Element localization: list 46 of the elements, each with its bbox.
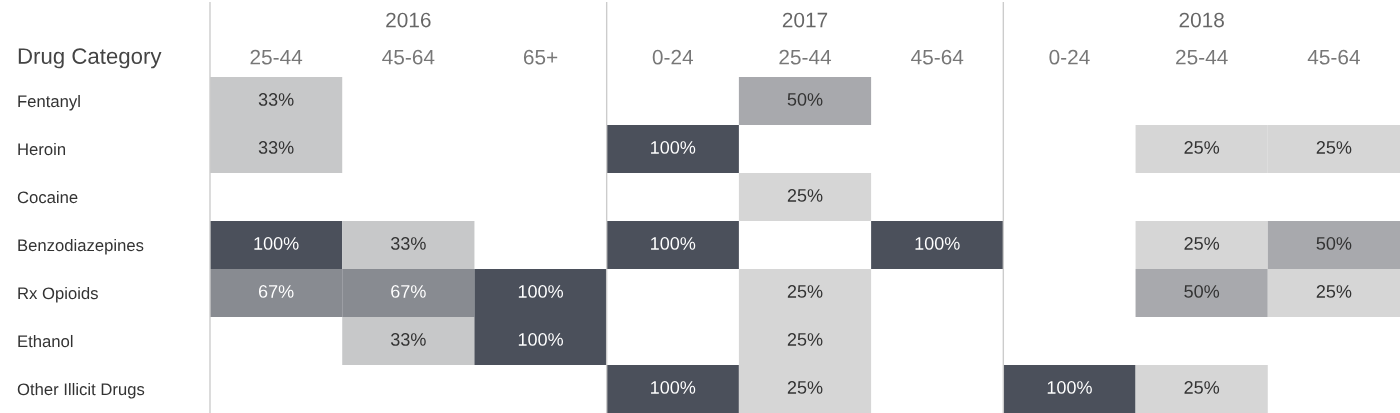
x-tick-label: 45-64 xyxy=(911,49,964,65)
data-label: 25% xyxy=(787,285,823,298)
data-label: 100% xyxy=(254,237,299,250)
data-label: 50% xyxy=(1316,237,1352,250)
data-label: 50% xyxy=(1184,285,1220,298)
data-label: 33% xyxy=(258,141,294,154)
data-label: 67% xyxy=(258,285,294,298)
y-tick-label: Cocaine xyxy=(17,190,78,204)
text: 2018 xyxy=(1179,12,1224,28)
data-label: 25% xyxy=(1184,237,1220,250)
y-tick-label: Ethanol xyxy=(18,334,73,348)
data-label: 25% xyxy=(1316,285,1352,298)
x-tick-label: 45-64 xyxy=(382,49,435,65)
y-tick-label: Benzodiazepines xyxy=(18,238,144,255)
data-label: 100% xyxy=(915,237,960,250)
data-label: 33% xyxy=(390,237,426,250)
data-label: 33% xyxy=(258,93,294,106)
data-label: 25% xyxy=(1184,141,1220,154)
x-tick-label: 0-24 xyxy=(652,49,694,65)
data-label: 100% xyxy=(651,141,696,154)
data-label: 67% xyxy=(391,285,426,298)
data-label: 50% xyxy=(787,93,823,106)
data-label: 25% xyxy=(1184,381,1220,394)
data-label: 33% xyxy=(390,333,426,346)
x-tick-label: 25-44 xyxy=(1176,49,1228,65)
x-tick-label: 45-64 xyxy=(1307,49,1360,65)
y-axis-title: Drug Category xyxy=(18,48,162,69)
text: 2017 xyxy=(782,12,828,28)
y-tick-label: Other Illicit Drugs xyxy=(17,382,145,399)
x-tick-label: 25-44 xyxy=(779,49,832,65)
data-label: 25% xyxy=(787,189,823,202)
data-label: 100% xyxy=(651,237,696,250)
y-tick-label: Rx Opioids xyxy=(18,286,98,303)
text: 2016 xyxy=(386,12,431,28)
y-tick-label: Fentanyl xyxy=(18,94,80,111)
x-tick-label: 65+ xyxy=(523,49,558,65)
data-label: 25% xyxy=(1316,141,1352,154)
data-label: 100% xyxy=(1047,381,1092,394)
y-tick-label: Heroin xyxy=(18,142,66,156)
data-label: 25% xyxy=(787,333,823,346)
data-label: 100% xyxy=(518,333,563,346)
data-label: 25% xyxy=(787,381,823,394)
data-label: 100% xyxy=(651,381,696,394)
data-label: 100% xyxy=(518,285,563,298)
x-tick-label: 25-44 xyxy=(250,49,303,65)
x-tick-label: 0-24 xyxy=(1049,49,1090,65)
